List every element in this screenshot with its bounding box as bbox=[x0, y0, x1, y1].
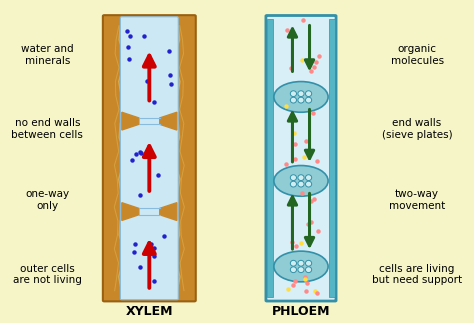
Text: one-way
only: one-way only bbox=[25, 190, 70, 211]
Text: no end walls
between cells: no end walls between cells bbox=[11, 119, 83, 140]
Bar bbox=[329, 19, 335, 297]
Ellipse shape bbox=[298, 175, 304, 181]
Bar bbox=[267, 19, 273, 297]
Polygon shape bbox=[122, 112, 139, 130]
Ellipse shape bbox=[290, 175, 297, 181]
Ellipse shape bbox=[305, 267, 312, 273]
Ellipse shape bbox=[274, 165, 328, 196]
Text: cells are living
but need support: cells are living but need support bbox=[372, 264, 462, 285]
Text: XYLEM: XYLEM bbox=[126, 305, 173, 318]
Text: PHLOEM: PHLOEM bbox=[272, 305, 330, 318]
Ellipse shape bbox=[274, 251, 328, 282]
Text: water and
minerals: water and minerals bbox=[21, 44, 74, 66]
Ellipse shape bbox=[290, 260, 297, 266]
Ellipse shape bbox=[305, 175, 312, 181]
Polygon shape bbox=[122, 203, 139, 221]
FancyBboxPatch shape bbox=[103, 15, 196, 301]
Ellipse shape bbox=[305, 91, 312, 97]
Ellipse shape bbox=[298, 181, 304, 187]
FancyBboxPatch shape bbox=[120, 17, 178, 300]
Ellipse shape bbox=[298, 91, 304, 97]
Ellipse shape bbox=[298, 260, 304, 266]
Ellipse shape bbox=[290, 181, 297, 187]
Ellipse shape bbox=[298, 267, 304, 273]
Ellipse shape bbox=[290, 267, 297, 273]
Ellipse shape bbox=[305, 97, 312, 103]
FancyBboxPatch shape bbox=[266, 16, 336, 301]
Ellipse shape bbox=[298, 97, 304, 103]
Polygon shape bbox=[160, 203, 177, 221]
Text: organic
molecules: organic molecules bbox=[391, 44, 444, 66]
Ellipse shape bbox=[290, 97, 297, 103]
Ellipse shape bbox=[305, 181, 312, 187]
Text: two-way
movement: two-way movement bbox=[389, 190, 445, 211]
Ellipse shape bbox=[290, 91, 297, 97]
Text: outer cells
are not living: outer cells are not living bbox=[13, 264, 82, 285]
Text: end walls
(sieve plates): end walls (sieve plates) bbox=[382, 119, 452, 140]
Ellipse shape bbox=[274, 81, 328, 112]
Ellipse shape bbox=[305, 260, 312, 266]
Polygon shape bbox=[160, 112, 177, 130]
